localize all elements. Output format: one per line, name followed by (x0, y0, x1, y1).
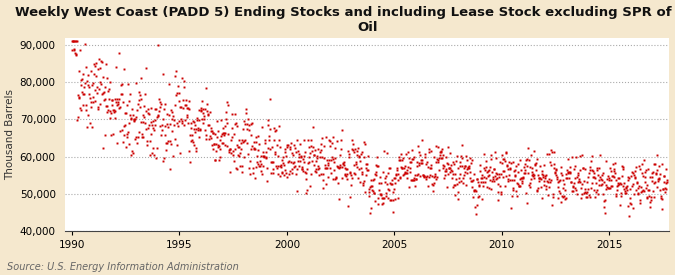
Y-axis label: Thousand Barrels: Thousand Barrels (5, 89, 16, 180)
Text: Source: U.S. Energy Information Administration: Source: U.S. Energy Information Administ… (7, 262, 238, 272)
Title: Weekly West Coast (PADD 5) Ending Stocks and including Lease Stock excluding SPR: Weekly West Coast (PADD 5) Ending Stocks… (15, 6, 675, 34)
